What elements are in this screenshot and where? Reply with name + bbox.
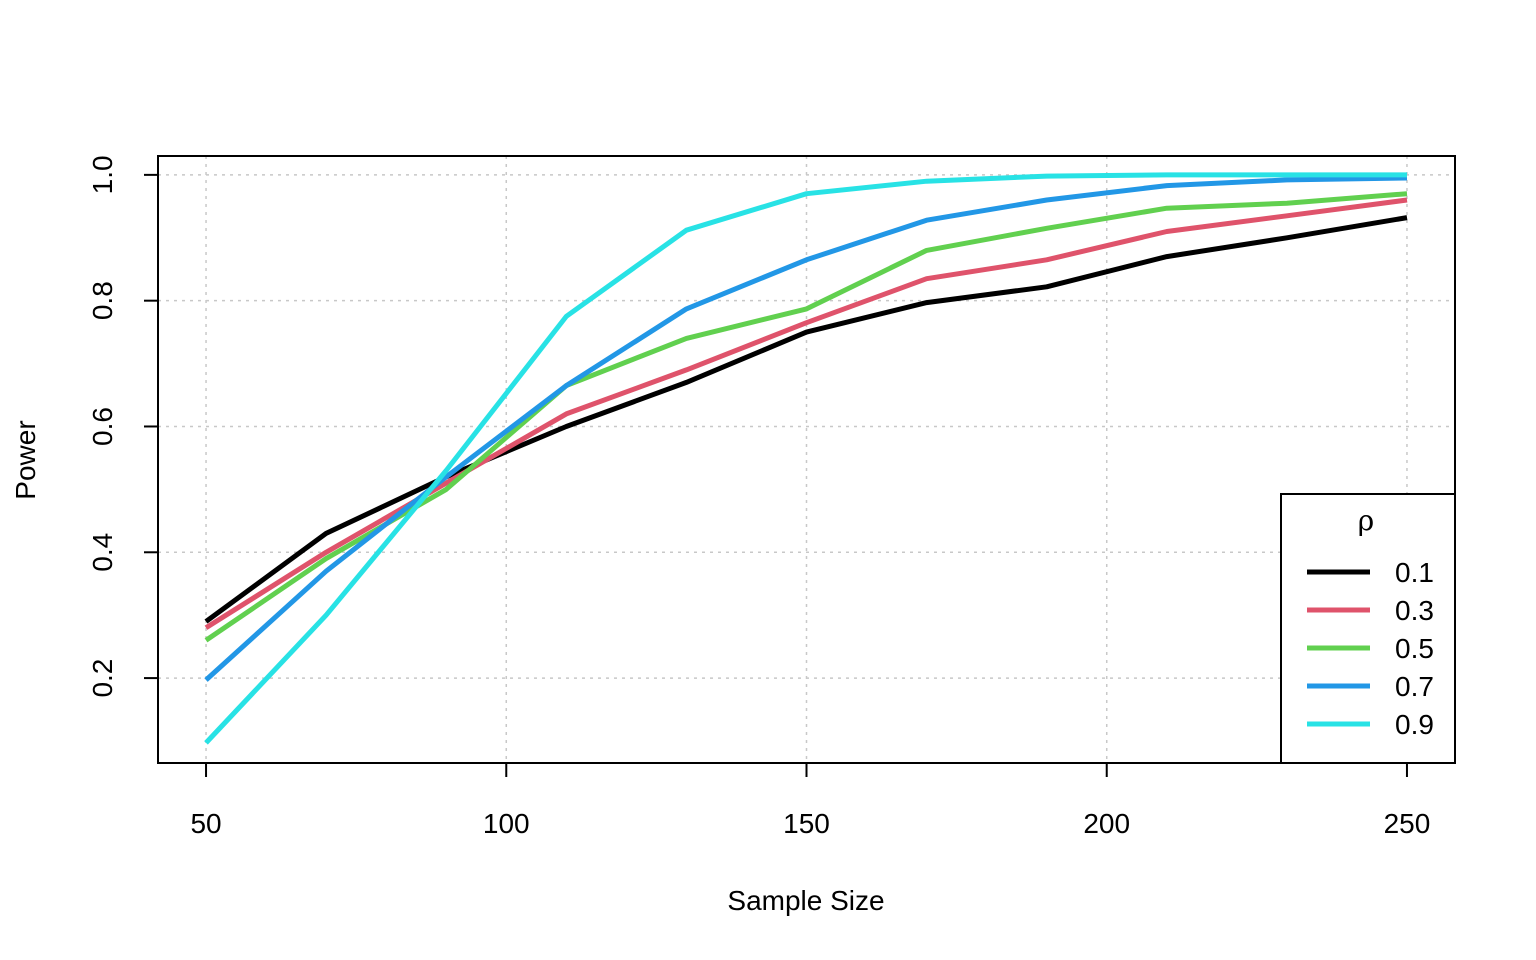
y-tick-label: 0.6 bbox=[87, 407, 118, 446]
x-tick-label: 150 bbox=[783, 808, 830, 839]
series-lines bbox=[204, 172, 1408, 745]
legend-box bbox=[1280, 493, 1456, 764]
legend-label-0-3: 0.3 bbox=[1395, 595, 1434, 626]
legend-label-0-1: 0.1 bbox=[1395, 557, 1434, 588]
y-tick-label: 0.8 bbox=[87, 281, 118, 320]
x-tick-label: 200 bbox=[1083, 808, 1130, 839]
legend-title: ρ bbox=[1358, 504, 1374, 537]
legend-label-0-9: 0.9 bbox=[1395, 709, 1434, 740]
y-tick-label: 1.0 bbox=[87, 155, 118, 194]
series-line-0-9 bbox=[204, 172, 1407, 745]
x-tick-label: 100 bbox=[483, 808, 530, 839]
x-axis-label: Sample Size bbox=[727, 885, 884, 916]
y-axis-label: Power bbox=[10, 420, 41, 499]
grid bbox=[158, 156, 1455, 763]
series-line-0-7 bbox=[204, 175, 1408, 682]
series-line-0-5 bbox=[204, 191, 1408, 643]
x-axis: 50 100 150 200 250 bbox=[190, 762, 1431, 839]
legend-label-0-5: 0.5 bbox=[1395, 633, 1434, 664]
x-tick-label: 250 bbox=[1384, 808, 1431, 839]
legend: ρ 0.1 0.3 0.5 0.7 0.9 bbox=[1280, 493, 1456, 764]
x-tick-label: 50 bbox=[190, 808, 221, 839]
legend-label-0-7: 0.7 bbox=[1395, 671, 1434, 702]
series-line-0-1 bbox=[204, 215, 1408, 624]
y-tick-label: 0.2 bbox=[87, 659, 118, 698]
y-tick-label: 0.4 bbox=[87, 533, 118, 572]
y-axis: 0.2 0.4 0.6 0.8 1.0 bbox=[87, 155, 159, 698]
